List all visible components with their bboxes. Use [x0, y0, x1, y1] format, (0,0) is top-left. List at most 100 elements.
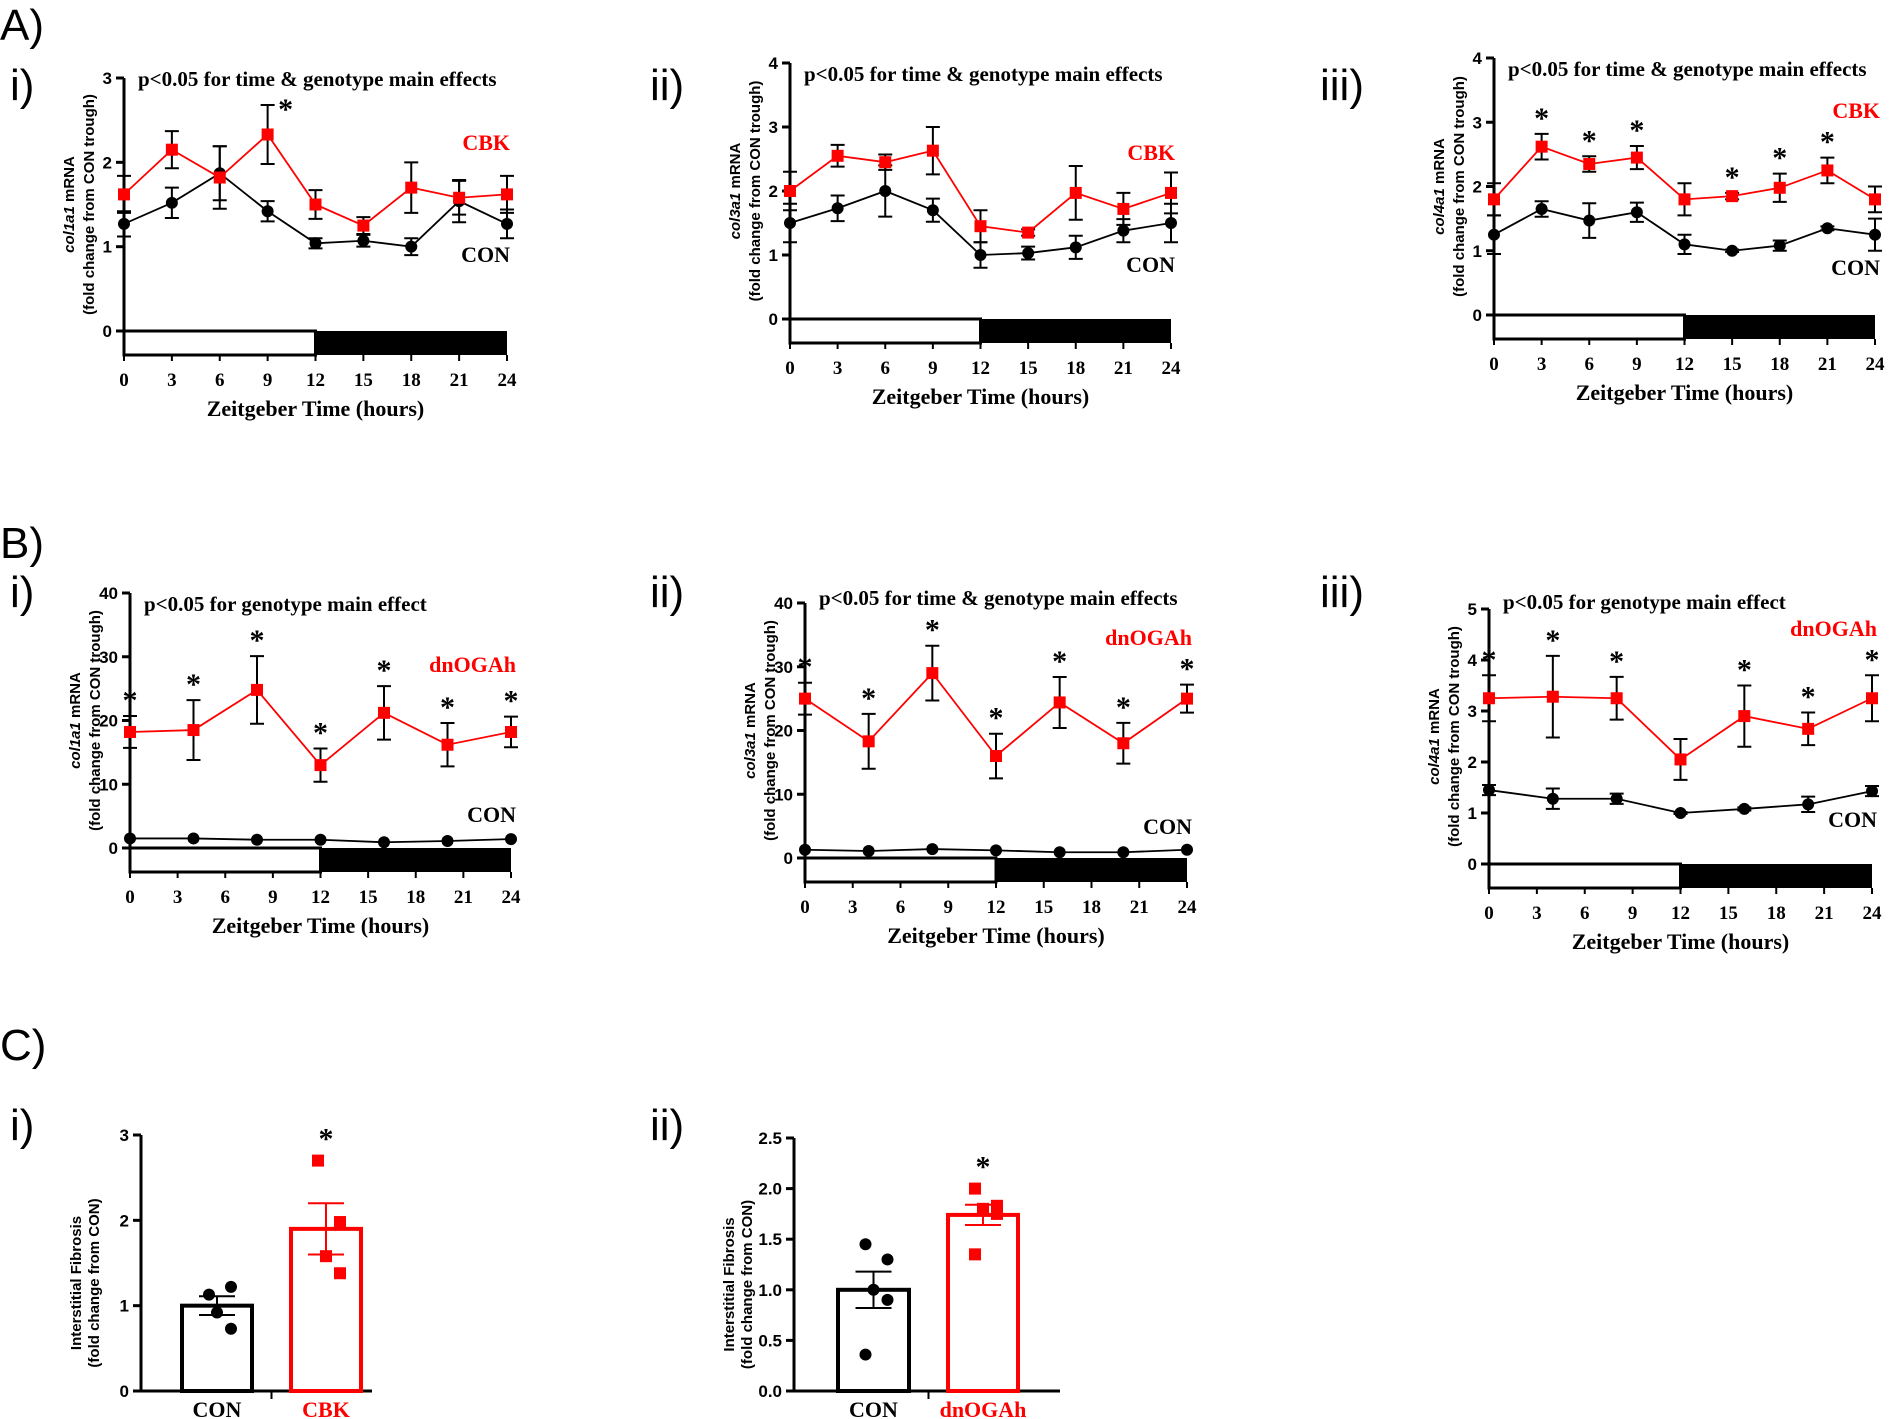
data-point-con	[187, 832, 200, 845]
data-point-dnogah	[1546, 690, 1559, 703]
data-point-con	[309, 237, 322, 250]
data-point-dnogah	[505, 725, 517, 738]
y-axis-gene: col1a1	[61, 206, 78, 253]
legend-con: CON	[1831, 255, 1880, 280]
data-point-dnogah	[862, 735, 875, 748]
significance-star: *	[1582, 124, 1597, 157]
y-tick-label: 1.5	[758, 1230, 782, 1249]
y-tick-label: 1	[103, 238, 112, 257]
data-point-con	[1053, 846, 1066, 859]
x-tick-label: 21	[1114, 358, 1133, 379]
y-tick-label: 1	[1468, 804, 1477, 823]
data-point	[867, 1283, 880, 1296]
data-point-con	[1678, 238, 1691, 251]
data-point-con	[314, 833, 327, 846]
dark-phase-bar	[996, 858, 1187, 882]
data-point-cbk	[1821, 164, 1834, 177]
y-tick-label: 2	[769, 182, 778, 201]
y-axis-label-2: (fold change from CON trough)	[81, 94, 98, 315]
x-tick-label: 9	[1632, 354, 1642, 375]
data-point-con	[378, 836, 390, 849]
data-point	[991, 1207, 1003, 1220]
x-tick-label: 0	[800, 897, 810, 918]
y-tick-label: 30	[99, 648, 118, 667]
data-point-dnogah	[124, 725, 136, 738]
data-point-con	[1866, 785, 1878, 798]
data-point	[859, 1238, 872, 1251]
y-axis-label: Interstitial Fibrosis	[721, 1217, 738, 1351]
significance-star: *	[1801, 681, 1816, 714]
significance-star: *	[250, 624, 265, 657]
y-tick-label: 4	[1468, 651, 1478, 670]
significance-star: *	[1534, 102, 1549, 135]
data-point-con	[261, 205, 274, 218]
y-tick-label: 0	[109, 839, 118, 858]
significance-star: *	[1725, 161, 1740, 194]
y-tick-label: 0	[1468, 855, 1477, 874]
significance-star: *	[504, 685, 519, 718]
significance-star: *	[440, 691, 455, 724]
x-tick-label: 9	[268, 887, 278, 908]
x-tick-label: 0	[785, 358, 795, 379]
y-axis-label-2: (fold change from CON)	[86, 1198, 103, 1367]
significance-star: *	[1052, 645, 1067, 678]
significance-star: *	[976, 1151, 991, 1184]
data-point-con	[1773, 239, 1786, 252]
y-tick-label: 1	[120, 1297, 129, 1316]
y-tick-label: 3	[1468, 702, 1477, 721]
data-point-con	[1610, 792, 1623, 805]
x-tick-label: 12	[1671, 903, 1690, 924]
y-axis-label: col1a1 mRNA	[61, 156, 78, 253]
dark-phase-bar	[320, 848, 511, 872]
legend-con: CON	[1143, 814, 1192, 839]
chart-bi: i) 0 10 20 30 40 0 3 6 9 12 15 18 21 24 Zeitgeber Time …	[10, 568, 521, 938]
data-point	[881, 1293, 894, 1306]
legend-cbk: CBK	[1127, 140, 1175, 165]
section-label-b: B)	[0, 519, 44, 568]
x-tick-label: 24	[1178, 897, 1198, 918]
x-tick-label: 12	[1675, 354, 1694, 375]
data-point-cbk	[118, 188, 130, 201]
data-point-dnogah	[1483, 692, 1495, 705]
significance-note: p<0.05 for time & genotype main effects	[819, 586, 1178, 610]
y-tick-label: 1.0	[758, 1281, 782, 1300]
light-phase-bar	[122, 329, 317, 357]
y-axis-gene: col4a1	[1431, 188, 1448, 235]
significance-star: *	[1629, 114, 1644, 147]
x-tick-label: 12	[987, 897, 1006, 918]
panel-label: iii)	[1320, 61, 1364, 110]
data-point	[969, 1182, 981, 1195]
y-axis-gene: col1a1	[67, 722, 84, 769]
y-axis-gene: col4a1	[1426, 738, 1443, 785]
data-point-con	[1117, 846, 1130, 859]
y-axis-unit: mRNA	[727, 142, 744, 192]
significance-note: p<0.05 for time & genotype main effects	[804, 62, 1163, 86]
y-tick-label: 2	[120, 1211, 129, 1230]
x-tick-label: 9	[944, 897, 954, 918]
panel-label: ii)	[650, 61, 684, 110]
x-tick-label: 6	[896, 897, 906, 918]
significance-star: *	[861, 682, 876, 715]
x-tick-label: 3	[848, 897, 858, 918]
significance-star: *	[1737, 654, 1752, 687]
data-point-con	[799, 843, 811, 856]
legend-dnogah: dnOGAh	[429, 652, 516, 677]
x-category-dnogah: dnOGAh	[940, 1397, 1027, 1419]
significance-star: *	[123, 684, 138, 717]
light-phase-bar	[128, 846, 322, 874]
legend-dnogah: dnOGAh	[1790, 616, 1877, 641]
x-tick-label: 12	[306, 370, 325, 391]
y-tick-label: 5	[1468, 600, 1477, 619]
data-point-con	[926, 843, 939, 856]
data-point-cbk	[1630, 151, 1643, 164]
y-tick-label: 0.5	[758, 1331, 782, 1350]
x-tick-label: 24	[502, 887, 522, 908]
significance-note: p<0.05 for genotype main effect	[1503, 590, 1786, 614]
y-axis-label: col4a1 mRNA	[1426, 688, 1443, 785]
significance-star: *	[1865, 643, 1880, 676]
significance-star: *	[925, 614, 940, 647]
y-tick-label: 4	[1473, 49, 1483, 68]
